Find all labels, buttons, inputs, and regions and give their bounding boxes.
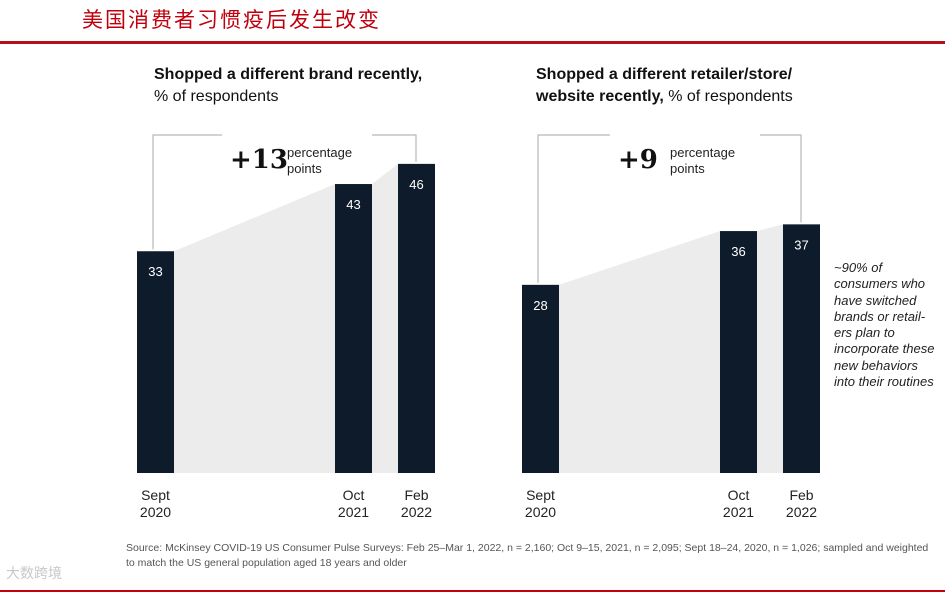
chart-1-category-label-1-line1: Sept: [141, 487, 170, 503]
chart-2-bar-3-value-label: 37: [794, 237, 808, 252]
chart-2-bar-1: [522, 284, 559, 473]
chart-2-bar-1-value-label: 28: [533, 298, 547, 313]
chart-1-bar-2: [335, 184, 372, 474]
chart-2-bar-2: [720, 231, 757, 473]
chart-1-bar-1: [137, 251, 174, 473]
chart-1-bar-1-value-label: 33: [148, 264, 162, 279]
chart-2-category-label-3-line1: Feb: [789, 487, 813, 503]
chart-1-category-label-3-line1: Feb: [404, 487, 428, 503]
chart-1-change-label-bg: [222, 125, 372, 173]
chart-2-change-label-bg: [610, 125, 760, 173]
chart-2-title-unit: % of respondents: [668, 88, 793, 105]
title-divider: [0, 41, 945, 44]
chart-1-change-value: +13: [230, 145, 288, 175]
footnote-callout: ~90% of consumers who have switched bran…: [834, 260, 935, 390]
bottom-divider: [0, 590, 945, 592]
chart-2-change-value: +9: [618, 145, 658, 175]
chart-2-title: Shopped a different retailer/store/ webs…: [536, 64, 793, 108]
chart-1-bar-3: [398, 163, 435, 473]
chart-2-category-label-2-line2: 2021: [723, 504, 754, 520]
chart-2-category-label-1-line2: 2020: [525, 504, 556, 520]
chart-2-change-label-line1: percentage: [670, 145, 735, 160]
chart-2-bar-3: [783, 224, 820, 473]
page-title: 美国消费者习惯疫后发生改变: [82, 8, 381, 32]
chart-1-change-label-line2: points: [287, 161, 322, 176]
chart-1-category-label-2-line1: Oct: [343, 487, 365, 503]
chart-2-title-bold-line2: website recently,: [536, 88, 664, 105]
chart-1-bar-2-value-label: 43: [346, 197, 360, 212]
chart-1-title-unit: % of respondents: [154, 88, 279, 105]
chart-2-category-label-1-line1: Sept: [526, 487, 555, 503]
chart-1-change-label-line1: percentage: [287, 145, 352, 160]
source-note: Source: McKinsey COVID-19 US Consumer Pu…: [126, 542, 929, 569]
chart-1-category-label-2-line2: 2021: [338, 504, 369, 520]
chart-1-title: Shopped a different brand recently, % of…: [154, 64, 422, 108]
chart-1-bar-3-value-label: 46: [409, 177, 423, 192]
chart-1-category-label-3-line2: 2022: [401, 504, 432, 520]
chart-2-category-label-3-line2: 2022: [786, 504, 817, 520]
watermark: 大数跨境: [6, 565, 62, 581]
chart-1-title-bold: Shopped a different brand recently,: [154, 66, 423, 83]
chart-2-category-label-2-line1: Oct: [728, 487, 750, 503]
chart-2-bar-2-value-label: 36: [731, 244, 745, 259]
chart-1-category-label-1-line2: 2020: [140, 504, 171, 520]
chart-2-title-bold-line1: Shopped a different retailer/store/: [536, 66, 793, 83]
chart-2-change-label-line2: points: [670, 161, 705, 176]
